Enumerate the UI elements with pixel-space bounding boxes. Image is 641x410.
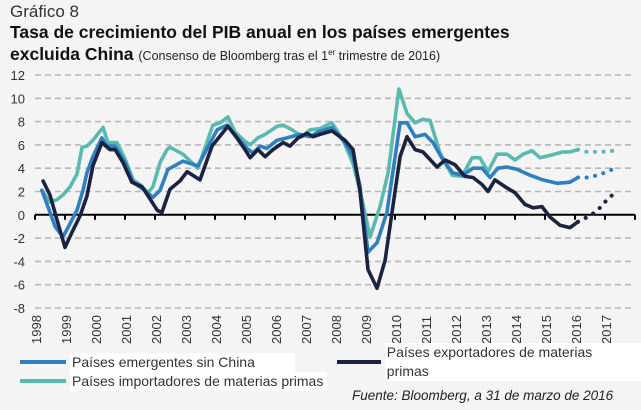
- y-axis-ticks: 12 10 8 6 4 2 0 -2 -4 -6 -8: [11, 68, 25, 316]
- x-tick-label: 2009: [359, 315, 374, 344]
- x-tick-label: 2000: [89, 315, 104, 344]
- x-tick-label: 2010: [389, 315, 404, 344]
- y-tick-label: -4: [13, 254, 25, 269]
- x-tick-label: 2012: [449, 315, 464, 344]
- y-tick-label: 12: [11, 68, 25, 83]
- series-forecast-paises-emergentes-sin-china: [576, 166, 617, 180]
- x-axis-tick-labels: 1998 1999 2000 2001 2002 2003 2004 2005 2006 2007…: [29, 315, 614, 344]
- legend-label-emerging: Países emergentes sin China: [70, 352, 295, 372]
- y-tick-label: 0: [18, 208, 25, 223]
- x-tick-label: 1998: [29, 315, 44, 344]
- x-tick-label: 2011: [419, 316, 434, 344]
- x-tick-label: 2007: [299, 315, 314, 344]
- x-tick-label: 2016: [569, 315, 584, 344]
- x-tick-label: 2001: [119, 315, 134, 344]
- legend-label-importers: Países importadores de materias primas: [70, 371, 328, 391]
- legend-item-emerging: Países emergentes sin China: [20, 352, 295, 372]
- x-tick-label: 1999: [59, 315, 74, 344]
- series-line-paises-exportadores-de-materias-primas: [41, 124, 580, 290]
- series-forecast-paises-importadores-de-materias-primas: [576, 147, 617, 154]
- series-forecast-paises-exportadores-de-materias-primas: [576, 190, 617, 224]
- legend-label-exporters: Países exportadores de materias primas: [384, 343, 641, 381]
- figure-label: Gráfico 8: [10, 2, 79, 21]
- x-tick-label: 2006: [269, 315, 284, 344]
- x-tick-label: 2017: [599, 315, 614, 344]
- y-tick-label: 2: [18, 185, 25, 200]
- chart-title-line1: Tasa de crecimiento del PIB anual en los…: [10, 22, 510, 42]
- y-tick-label: -2: [13, 231, 25, 246]
- y-tick-label: -6: [13, 278, 25, 293]
- chart-title-line2-text: excluida China: [10, 44, 134, 64]
- chart-subtitle: (Consenso de Bloomberg tras el 1er trime…: [138, 47, 441, 63]
- x-axis: [34, 213, 636, 220]
- legend-swatch-importers: [20, 379, 66, 383]
- subtitle-post: trimestre de 2016): [335, 49, 441, 63]
- chart-title-line2: excluida China (Consenso de Bloomberg tr…: [10, 44, 440, 65]
- x-tick-label: 2004: [209, 315, 224, 344]
- y-tick-label: -8: [13, 301, 25, 316]
- x-tick-label: 2015: [539, 315, 554, 344]
- x-tick-label: 2003: [179, 315, 194, 344]
- y-tick-label: 8: [18, 115, 25, 130]
- x-tick-label: 2005: [239, 315, 254, 344]
- x-tick-label: 2002: [149, 315, 164, 344]
- x-tick-label: 2008: [329, 315, 344, 344]
- y-tick-label: 10: [11, 91, 25, 106]
- legend-item-exporters: Países exportadores de materias primas: [337, 343, 641, 381]
- legend-item-importers: Países importadores de materias primas: [20, 371, 328, 391]
- subtitle-pre: (Consenso de Bloomberg tras el 1: [138, 49, 329, 63]
- y-tick-label: 6: [18, 138, 25, 153]
- y-tick-label: 4: [18, 161, 25, 176]
- x-tick-label: 2014: [509, 315, 524, 344]
- series-lines: [40, 87, 617, 290]
- legend-swatch-emerging: [20, 360, 66, 364]
- x-tick-label: 2013: [479, 315, 494, 344]
- source-note: Fuente: Bloomberg, a 31 de marzo de 2016: [352, 388, 614, 403]
- series-line-paises-importadores-de-materias-primas: [40, 87, 580, 239]
- line-chart: 12 10 8 6 4 2 0 -2 -4 -6 -8 1998 1999 2000 2001 2002 20…: [11, 68, 636, 344]
- subtitle-sup: er: [328, 47, 336, 57]
- legend-swatch-exporters: [337, 360, 381, 364]
- series-line-paises-emergentes-sin-china: [40, 121, 580, 254]
- gridlines: [35, 74, 635, 309]
